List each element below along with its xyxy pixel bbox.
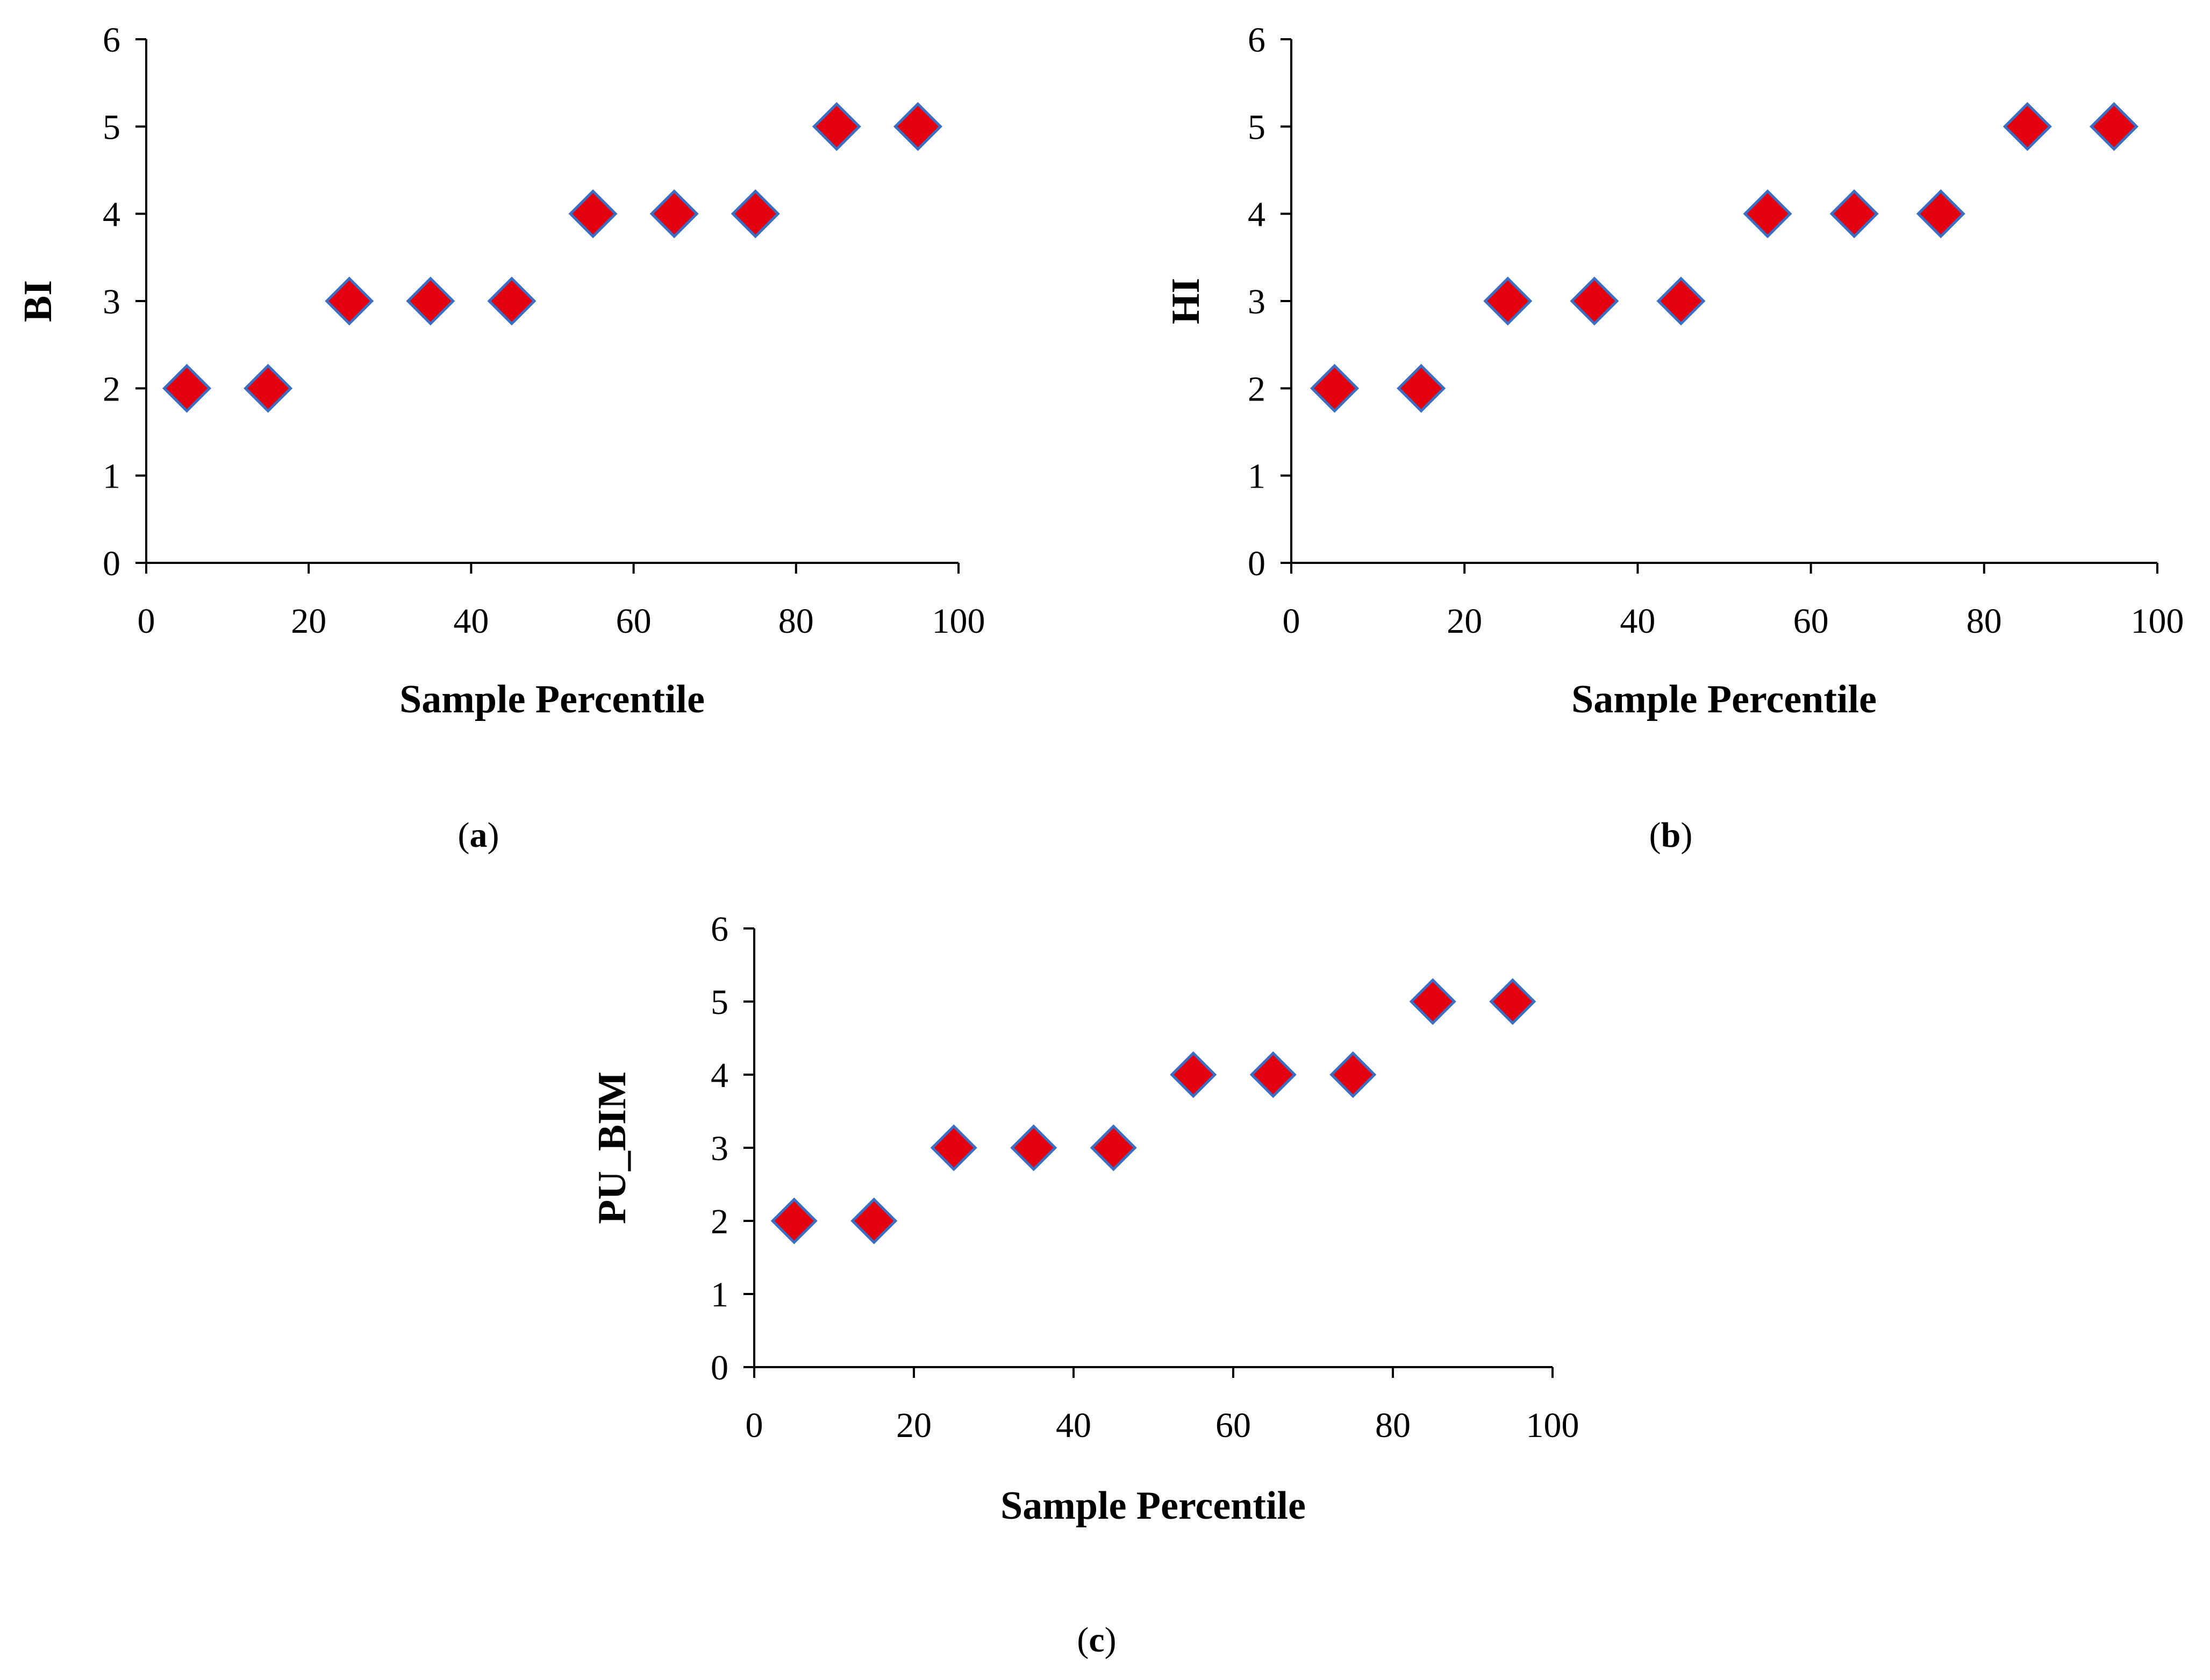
data-point-diamond xyxy=(1310,363,1360,413)
data-point-diamond xyxy=(770,1197,818,1245)
y-tick-label: 0 xyxy=(1248,544,1265,583)
y-tick-label: 2 xyxy=(711,1202,728,1241)
data-point-diamond xyxy=(325,276,374,326)
data-point-diamond xyxy=(1329,1051,1377,1098)
x-tick-label: 80 xyxy=(1966,602,2002,641)
data-point-diamond xyxy=(649,189,699,239)
data-point-diamond xyxy=(1656,276,1706,326)
x-tick-label: 40 xyxy=(1620,602,1655,641)
data-point-diamond xyxy=(1489,978,1536,1025)
panel-caption: (b) xyxy=(1649,816,1693,855)
x-tick-label: 0 xyxy=(138,602,155,641)
x-tick-label: 100 xyxy=(2131,602,2184,641)
data-point-diamond xyxy=(1010,1124,1057,1171)
x-axis-title: Sample Percentile xyxy=(1571,677,1877,721)
y-tick-label: 1 xyxy=(711,1275,728,1314)
caption-letter: a xyxy=(470,816,488,855)
data-point-diamond xyxy=(1409,978,1456,1025)
x-tick-label: 20 xyxy=(1447,602,1482,641)
data-point-diamond xyxy=(406,276,455,326)
y-tick-label: 4 xyxy=(1248,195,1265,234)
x-tick-label: 60 xyxy=(1793,602,1829,641)
data-point-diamond xyxy=(1249,1051,1297,1098)
data-points xyxy=(770,978,1536,1245)
caption-close-paren: ) xyxy=(488,816,499,855)
y-tick-label: 5 xyxy=(1248,108,1265,147)
x-axis-title: Sample Percentile xyxy=(1000,1484,1306,1528)
caption-open-paren: ( xyxy=(458,816,470,855)
x-tick-label: 60 xyxy=(616,602,652,641)
x-tick-label: 80 xyxy=(1375,1406,1411,1445)
x-tick-label: 20 xyxy=(896,1406,932,1445)
data-point-diamond xyxy=(2089,102,2139,151)
y-tick-label: 0 xyxy=(711,1348,728,1388)
data-points xyxy=(162,102,942,413)
y-tick-label: 3 xyxy=(1248,282,1265,321)
y-tick-label: 0 xyxy=(103,544,120,583)
x-tick-label: 0 xyxy=(746,1406,763,1445)
x-axis-title: Sample Percentile xyxy=(399,677,705,721)
data-point-diamond xyxy=(1829,189,1879,239)
y-tick-label: 5 xyxy=(711,983,728,1022)
panel-caption: (a) xyxy=(458,816,499,855)
y-tick-label: 4 xyxy=(711,1056,728,1095)
data-point-diamond xyxy=(893,102,942,151)
x-tick-label: 40 xyxy=(453,602,489,641)
data-point-diamond xyxy=(1397,363,1446,413)
caption-letter: c xyxy=(1089,1620,1104,1660)
caption-letter: b xyxy=(1661,816,1681,855)
y-tick-label: 4 xyxy=(103,195,120,234)
data-point-diamond xyxy=(1483,276,1533,326)
y-tick-label: 6 xyxy=(1248,20,1265,60)
data-point-diamond xyxy=(1743,189,1792,239)
data-point-diamond xyxy=(244,363,293,413)
data-point-diamond xyxy=(812,102,861,151)
y-axis-title: BI xyxy=(16,280,60,322)
x-tick-label: 100 xyxy=(1526,1406,1579,1445)
y-tick-label: 3 xyxy=(103,282,120,321)
data-point-diamond xyxy=(1916,189,1965,239)
x-tick-label: 40 xyxy=(1056,1406,1091,1445)
data-point-diamond xyxy=(1570,276,1619,326)
y-axis-title: HI xyxy=(1164,278,1208,324)
data-point-diamond xyxy=(1090,1124,1137,1171)
caption-close-paren: ) xyxy=(1680,816,1692,855)
x-tick-label: 80 xyxy=(778,602,814,641)
y-tick-label: 5 xyxy=(103,108,120,147)
y-tick-label: 2 xyxy=(103,369,120,409)
y-tick-label: 3 xyxy=(711,1129,728,1168)
data-point-diamond xyxy=(162,363,212,413)
x-tick-label: 60 xyxy=(1215,1406,1251,1445)
data-point-diamond xyxy=(2002,102,2052,151)
data-point-diamond xyxy=(1170,1051,1217,1098)
x-tick-label: 100 xyxy=(932,602,985,641)
data-point-diamond xyxy=(930,1124,977,1171)
y-tick-label: 6 xyxy=(711,910,728,949)
y-tick-label: 1 xyxy=(103,457,120,496)
caption-open-paren: ( xyxy=(1077,1620,1089,1660)
y-axis-title: PU_BIM xyxy=(590,1071,634,1224)
data-point-diamond xyxy=(487,276,537,326)
x-tick-label: 20 xyxy=(291,602,326,641)
caption-close-paren: ) xyxy=(1105,1620,1117,1660)
panel-caption: (c) xyxy=(1077,1620,1116,1660)
data-points xyxy=(1310,102,2139,413)
y-tick-label: 2 xyxy=(1248,369,1265,409)
data-point-diamond xyxy=(568,189,618,239)
y-tick-label: 1 xyxy=(1248,457,1265,496)
y-tick-label: 6 xyxy=(103,20,120,60)
x-tick-label: 0 xyxy=(1283,602,1300,641)
caption-open-paren: ( xyxy=(1649,816,1661,855)
data-point-diamond xyxy=(850,1197,898,1245)
data-point-diamond xyxy=(731,189,780,239)
